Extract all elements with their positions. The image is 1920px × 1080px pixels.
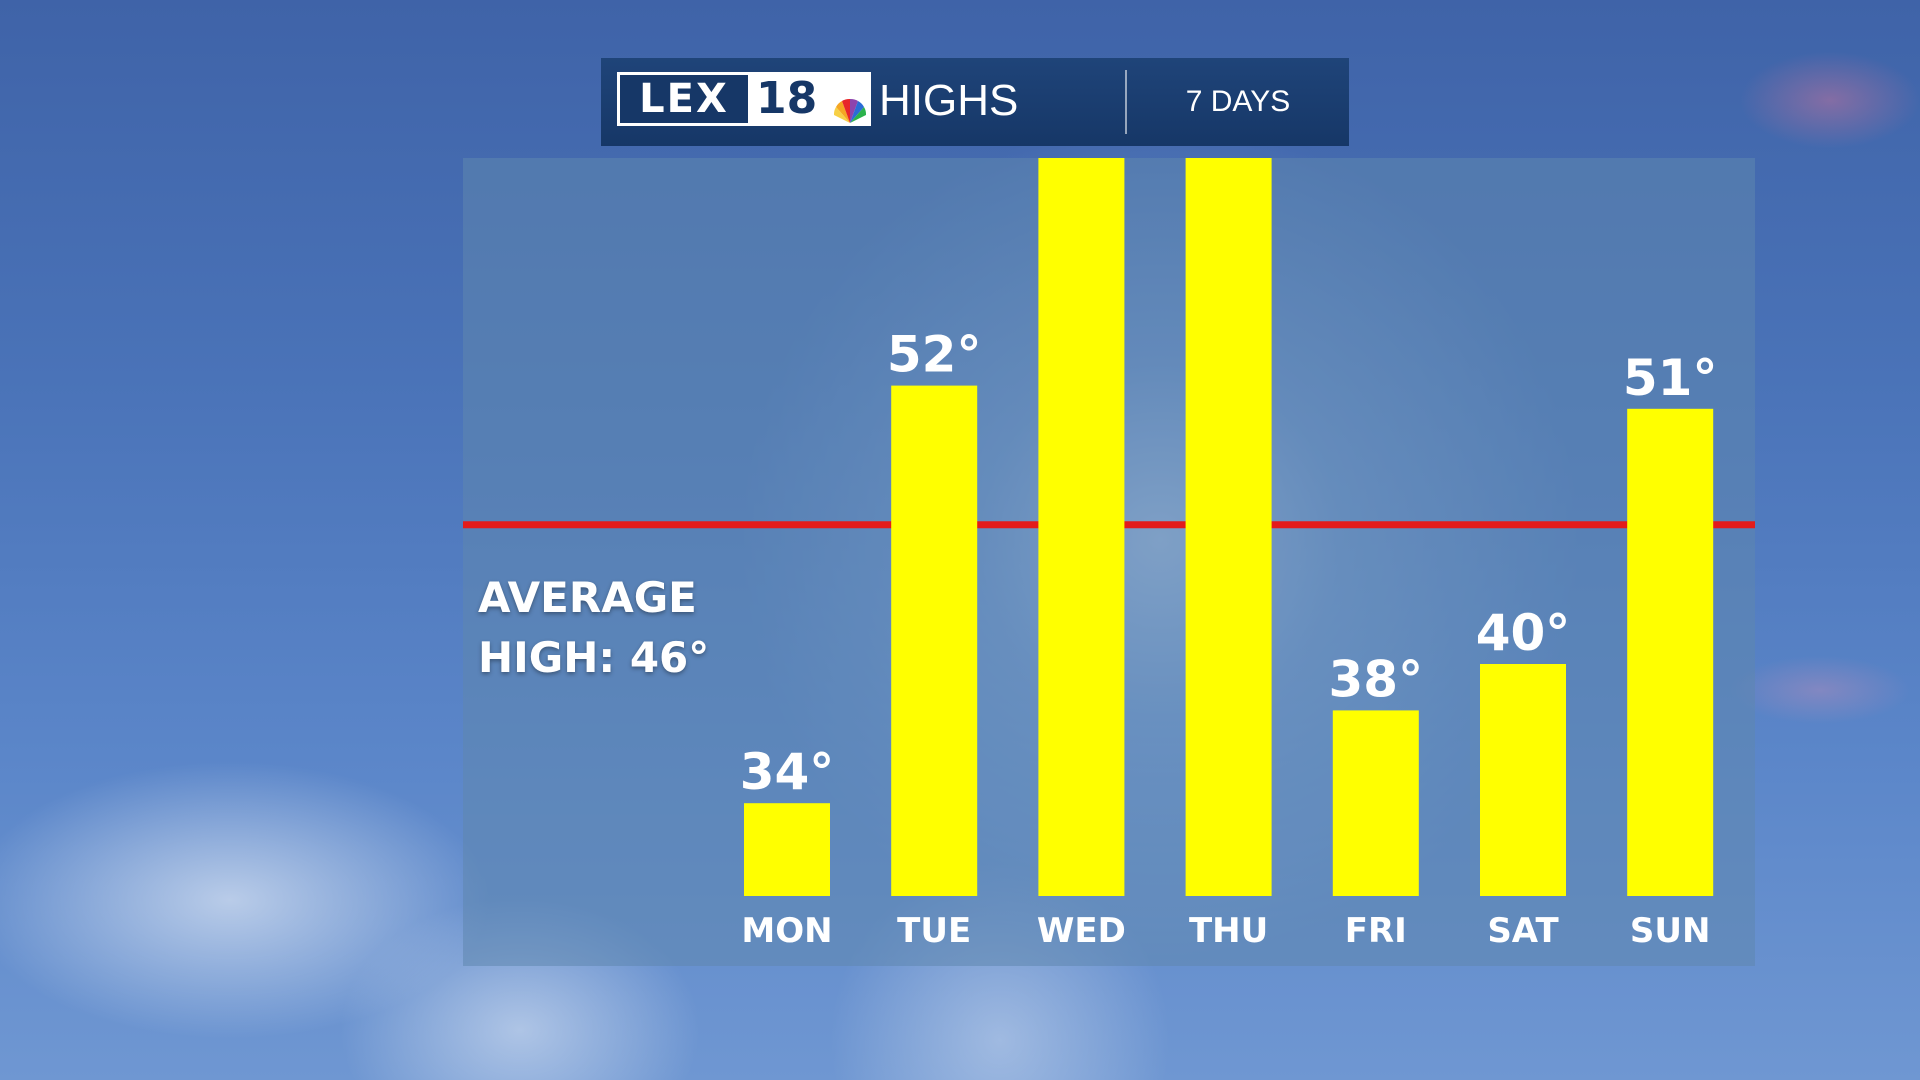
bar-tue: [891, 385, 978, 896]
bar-fri: [1332, 710, 1419, 896]
bar-thu: [1185, 158, 1272, 896]
bar-mon: [744, 803, 830, 896]
category-label-sat: SAT: [1487, 911, 1559, 951]
value-label-fri: 38°: [1329, 650, 1424, 708]
value-label-tue: 52°: [887, 326, 982, 384]
bar-wed: [1038, 158, 1125, 896]
average-label-line1: AVERAGE: [478, 573, 697, 622]
average-label-line2: HIGH: 46°: [478, 633, 710, 682]
category-label-thu: THU: [1189, 911, 1268, 951]
bar-sat: [1480, 664, 1566, 896]
category-label-sun: SUN: [1630, 911, 1711, 951]
bar-chart: 34°MON52°TUE64°WED63°THU38°FRI40°SAT51°S…: [463, 158, 1755, 951]
station-logo: LEX 18: [617, 72, 871, 126]
bar-sun: [1627, 408, 1714, 896]
value-label-sat: 40°: [1476, 604, 1571, 662]
header-title: HIGHS: [879, 76, 1019, 125]
average-high-label: AVERAGE HIGH: 46°: [478, 568, 738, 688]
category-label-tue: TUE: [897, 911, 971, 951]
logo-channel-text: 18: [748, 75, 868, 123]
header-divider: [1125, 70, 1127, 134]
logo-channel-number: 18: [756, 73, 818, 124]
category-label-fri: FRI: [1345, 911, 1407, 951]
value-label-mon: 34°: [740, 743, 835, 801]
category-label-wed: WED: [1037, 911, 1126, 951]
value-label-sun: 51°: [1623, 349, 1718, 407]
header-bar: LEX 18 HIGHS 7 DAYS: [601, 58, 1349, 146]
peacock-icon: [833, 98, 867, 123]
category-label-mon: MON: [741, 911, 832, 951]
header-period: 7 DAYS: [1185, 85, 1291, 118]
logo-station-text: LEX: [620, 75, 748, 123]
